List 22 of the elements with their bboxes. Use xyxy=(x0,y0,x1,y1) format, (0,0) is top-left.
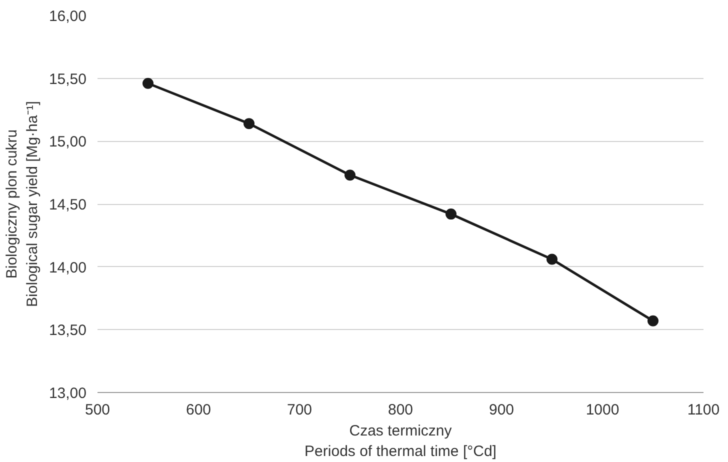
y-tick-label: 15,00 xyxy=(48,134,87,151)
y-tick-label: 16,00 xyxy=(48,8,87,25)
point xyxy=(142,78,154,89)
point xyxy=(446,208,456,220)
x-tick-label: 800 xyxy=(388,402,414,418)
point xyxy=(244,118,254,130)
y-tick-label: 14,50 xyxy=(48,196,87,214)
x-tick-label: 600 xyxy=(186,402,212,418)
x-tick-label: 1100 xyxy=(687,402,720,418)
y-axis-title: Biologiczny plon cukru Biological sugar yield [Mg·ha⁻¹] xyxy=(4,101,41,307)
x-tick-label: 500 xyxy=(84,402,110,418)
y-tick-label: 13,00 xyxy=(48,385,87,402)
y-tick-label: 15,50 xyxy=(48,70,87,88)
point xyxy=(546,254,558,265)
point xyxy=(648,315,658,326)
x-axis-title: Czas termiczny Periods of thermal time [°Cd] xyxy=(304,422,496,460)
point xyxy=(344,170,356,181)
y-tick-label: 14,00 xyxy=(48,259,87,276)
x-tick-label: 700 xyxy=(286,402,312,418)
y-tick-label: 13,50 xyxy=(48,322,87,340)
x-tick-label: 1000 xyxy=(586,402,620,418)
x-tick-label: 900 xyxy=(488,402,514,418)
